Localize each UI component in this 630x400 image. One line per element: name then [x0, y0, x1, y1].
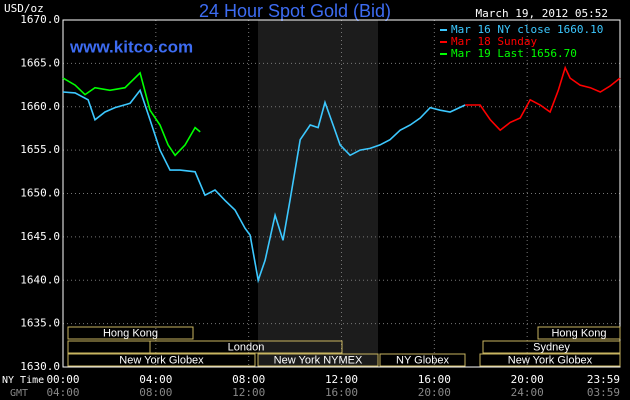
session-box: [67, 353, 256, 367]
session-label: New York NYMEX: [274, 354, 363, 366]
x-tick-label: 12:00: [325, 373, 358, 386]
session-box: [67, 326, 194, 340]
gmt-tick-label: 12:00: [232, 386, 265, 399]
gmt-tick-label: 08:00: [139, 386, 172, 399]
gmt-tick-label: 24:00: [511, 386, 544, 399]
gmt-label: GMT: [10, 388, 28, 399]
session-box: [257, 353, 379, 367]
y-tick-label: 1640.0: [20, 273, 60, 286]
price-line: [62, 88, 466, 284]
ny-time-label: NY Time: [2, 375, 44, 386]
x-tick-label: 04:00: [139, 373, 172, 386]
x-tick-label: 20:00: [511, 373, 544, 386]
y-tick-label: 1645.0: [20, 230, 60, 243]
chart-title: 24 Hour Spot Gold (Bid): [199, 1, 391, 21]
y-axis-label: USD/oz: [4, 2, 44, 15]
y-tick-label: 1665.0: [20, 56, 60, 69]
session-box: [149, 340, 343, 354]
gmt-tick-label: 20:00: [418, 386, 451, 399]
session-box: [479, 353, 621, 367]
y-tick-label: 1650.0: [20, 187, 60, 200]
legend-label: Mar 19 Last 1656.70: [451, 47, 577, 60]
gmt-tick-label: 04:00: [46, 386, 79, 399]
session-box: [482, 340, 621, 354]
session-label: New York Globex: [508, 354, 593, 366]
site: www.kitco.com: [69, 37, 193, 56]
gmt-tick-label: 03:59: [587, 386, 620, 399]
session-label: Sydney: [533, 341, 570, 353]
session-label: New York Globex: [119, 354, 204, 366]
x-tick-label: 23:59: [587, 373, 620, 386]
y-tick-label: 1670.0: [20, 13, 60, 26]
session-label: London: [228, 341, 265, 353]
legend-label: Mar 18 Sunday: [451, 35, 537, 48]
y-tick-label: 1630.0: [20, 360, 60, 373]
x-tick-label: 16:00: [418, 373, 451, 386]
nymex-shade: [258, 20, 378, 367]
session-box: [379, 353, 466, 367]
session-label: Hong Kong: [103, 327, 158, 339]
y-tick-label: 1655.0: [20, 143, 60, 156]
plot-border: [62, 19, 621, 368]
price-line: [62, 71, 201, 157]
y-tick-label: 1635.0: [20, 317, 60, 330]
session-label: Hong Kong: [551, 327, 606, 339]
x-tick-label: 00:00: [46, 373, 79, 386]
session-box: [67, 340, 151, 354]
y-tick-label: 1660.0: [20, 100, 60, 113]
price-line: [465, 65, 621, 132]
session-box: [537, 326, 621, 340]
x-tick-label: 08:00: [232, 373, 265, 386]
gmt-tick-label: 16:00: [325, 386, 358, 399]
legend-label: Mar 16 NY close 1660.10: [451, 23, 603, 36]
timestamp: March 19, 2012 05:52: [476, 7, 608, 20]
session-label: NY Globex: [396, 354, 449, 366]
